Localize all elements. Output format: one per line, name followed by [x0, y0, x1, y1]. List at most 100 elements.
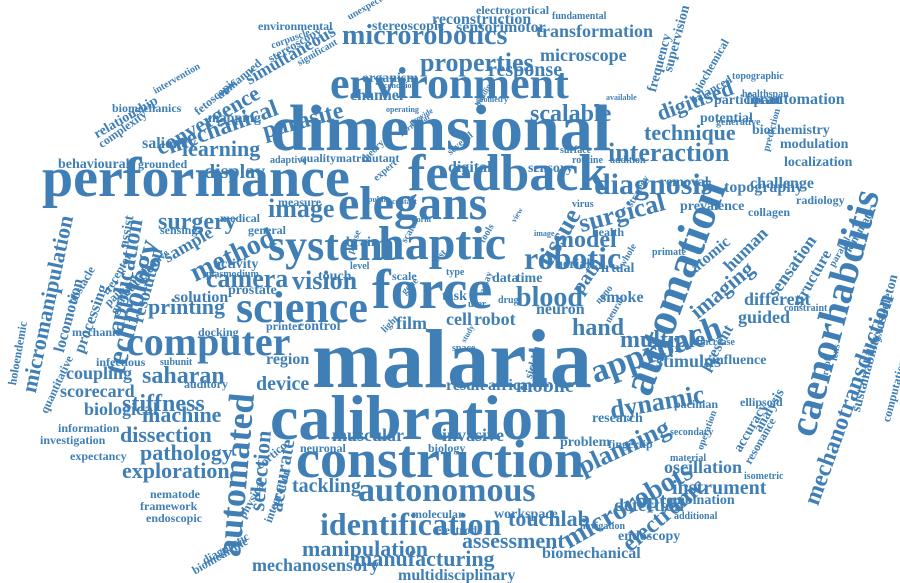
word-space: space — [452, 343, 476, 354]
word-fundamental: fundamental — [552, 11, 607, 22]
word-form: form — [414, 215, 431, 224]
word-multiple: multiple — [620, 327, 706, 353]
word-diagnosis: diagnosis — [594, 168, 713, 201]
word-nematode: nematode — [150, 487, 200, 501]
word-technique: technique — [644, 120, 736, 145]
word-transformation: transformation — [536, 21, 653, 41]
word-geometry: geometry — [476, 95, 508, 104]
word-view: view — [509, 206, 525, 224]
word-region: region — [266, 351, 310, 368]
word-manipulation: manipulation — [302, 536, 428, 561]
word-topographic: topographic — [732, 71, 784, 82]
word-touch: touch — [318, 269, 352, 284]
word-result: result — [446, 377, 485, 394]
word-scale: scale — [392, 269, 417, 283]
word-environment: environment — [330, 59, 569, 108]
word-pathology: pathology — [140, 440, 233, 465]
word-printer: printer — [266, 319, 303, 333]
word-routine: routine — [572, 155, 603, 166]
word-africa: africa — [488, 377, 528, 394]
word-research: research — [592, 411, 643, 426]
word-response: response — [488, 59, 563, 81]
word-hand: hand — [572, 315, 625, 341]
word-camera: camera — [206, 264, 289, 293]
word-endoscopic: endoscopic — [146, 511, 203, 525]
word-saharan: saharan — [142, 363, 225, 389]
word-multidisciplinary: multidisciplinary — [398, 567, 516, 583]
word-mechanic: mechanic — [72, 325, 121, 339]
word-task: task — [442, 289, 467, 304]
word-intervention: intervention — [151, 61, 203, 97]
word-infectious: infectious — [96, 355, 146, 369]
word-mechanosensory: mechanosensory — [252, 555, 379, 575]
word-time: time — [516, 271, 543, 286]
word-whole: whole — [617, 241, 640, 269]
word-condition: condition — [384, 81, 417, 90]
word-muscular: muscular — [332, 425, 404, 445]
word-force: force — [372, 259, 493, 321]
word-navigation: navigation — [580, 521, 626, 532]
word-smoke: smoke — [600, 289, 644, 306]
word-participant: participant — [714, 93, 781, 108]
word-combination: combination — [660, 493, 735, 508]
word-construction: construction — [296, 429, 584, 489]
word-fingertip: fingertip — [608, 437, 653, 451]
word-guided: guided — [738, 307, 791, 327]
word-different: different — [744, 289, 811, 309]
word-digital: digital — [448, 159, 492, 176]
word-stiffness: stiffness — [122, 391, 205, 417]
word-aerial: aerial — [556, 257, 591, 272]
word-coupling: coupling — [66, 363, 133, 383]
word-biochemistry: biochemistry — [752, 123, 830, 138]
word-constraint: constraint — [784, 303, 828, 314]
word-blood: blood — [516, 282, 583, 313]
word-topography: topography — [724, 179, 804, 196]
word-image: image — [534, 229, 555, 238]
word-pacinian: pacinian — [674, 397, 719, 411]
word-influence: influence — [712, 353, 767, 368]
word-available: available — [606, 93, 637, 102]
word-collagen: collagen — [748, 205, 790, 219]
word-neuron: neuron — [536, 301, 585, 318]
word-computer: computer — [126, 319, 291, 364]
word-removal: removal — [660, 175, 709, 190]
word-matrix: matrix — [336, 151, 371, 165]
word-addition: addition — [610, 155, 646, 166]
word-investigation: investigation — [40, 433, 106, 447]
word-neuronal: neuronal — [300, 441, 346, 455]
word-adaptive: adaptive — [270, 155, 307, 166]
word-framework: framework — [140, 499, 198, 513]
word-ellipsoid: ellipsoid — [740, 395, 783, 409]
word-mapping: mapping — [208, 111, 261, 126]
word-film: film — [396, 313, 427, 333]
word-biological: biological — [84, 399, 159, 419]
word-material: material — [670, 453, 707, 464]
word-properties: properties — [420, 48, 534, 77]
word-feedback: feedback — [408, 145, 608, 202]
word-public: public — [368, 195, 390, 204]
word-printing: printing — [148, 294, 226, 319]
word-healthspan: healthspan — [742, 89, 789, 100]
word-learning: learning — [182, 136, 261, 161]
word-prostate: prostate — [228, 283, 277, 298]
word-calibration: calibration — [270, 382, 569, 453]
word-electrode: electrode — [436, 523, 483, 537]
word-microrobotics: microrobotics — [342, 20, 508, 51]
word-activity: activity — [214, 257, 259, 272]
word-surface: surface — [560, 145, 592, 156]
word-challenge: challenge — [750, 175, 814, 192]
word-contact: contact — [392, 197, 417, 206]
word-sensory: sensory — [528, 161, 574, 176]
word-environmental: environmental — [258, 19, 333, 33]
word-potential: potential — [700, 111, 753, 126]
word-localization: localization — [784, 155, 853, 170]
word-isometric: isometric — [744, 471, 784, 482]
word-control: control — [298, 319, 341, 334]
word-vision: vision — [292, 266, 358, 295]
word-expectancy: expectancy — [70, 449, 127, 463]
word-biology: biology — [428, 441, 466, 455]
word-oscillation: oscillation — [664, 457, 743, 477]
word-image: image — [268, 194, 335, 223]
word-autonomous: autonomous — [358, 472, 536, 509]
